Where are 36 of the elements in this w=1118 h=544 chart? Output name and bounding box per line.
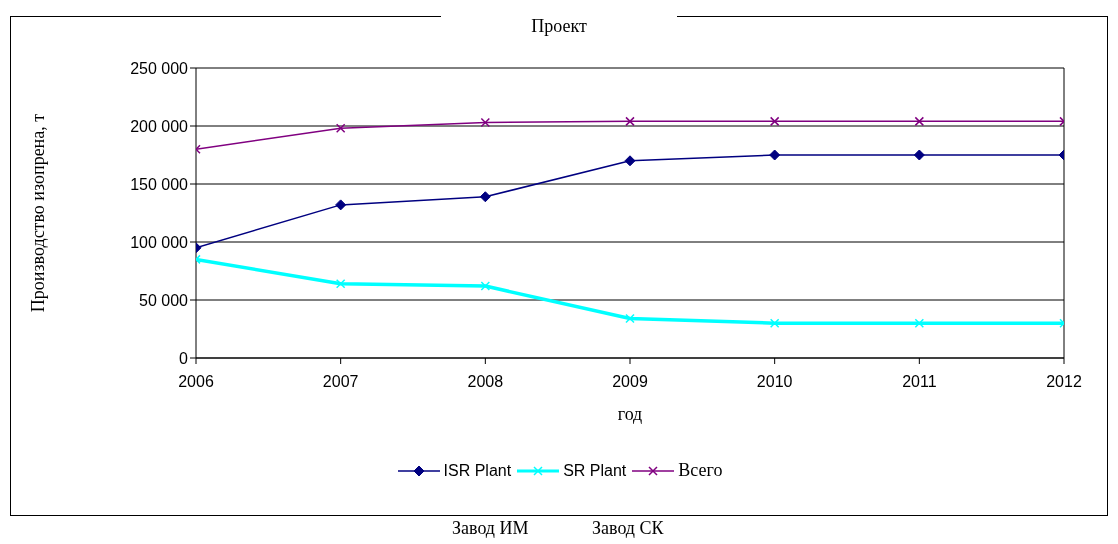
x-tick-label: 2011 [902,373,937,391]
y-tick-label: 0 [179,349,189,367]
x-tick-label: 2009 [612,373,648,391]
y-tick-label: 150 000 [130,175,189,193]
point [625,116,635,127]
x-tick-label: 2010 [756,373,793,391]
legend-label: SR Plant [563,461,627,480]
x-axis-title: год [617,404,643,424]
text: Завод СК [588,518,668,539]
point [624,155,636,167]
point [914,318,925,328]
x-tick-label: 2012 [1046,373,1082,391]
y-tick-label: 50 000 [139,291,189,309]
point [769,116,780,127]
point [480,117,491,128]
point [769,149,781,161]
point [769,318,780,328]
x-tick-label: 2008 [467,373,504,391]
y-axis-title: Производство изопрена, т [28,113,49,313]
point [625,313,635,324]
y-tick-label: 250 000 [130,59,189,77]
point [335,199,347,211]
point [335,123,346,134]
point [479,191,491,203]
point [480,281,491,291]
y-tick-label: 200 000 [130,117,189,135]
point [913,149,925,161]
chart-title: Проект [441,14,677,38]
x-tick-label: 2006 [178,373,214,391]
text: Завод ИМ [448,518,533,539]
y-tick-label: 100 000 [130,233,189,251]
x-tick-label: 2007 [322,373,359,391]
point [335,279,346,289]
point [914,116,925,127]
legend-label: ISR Plant [443,461,512,480]
legend-label: Всего [678,460,723,481]
